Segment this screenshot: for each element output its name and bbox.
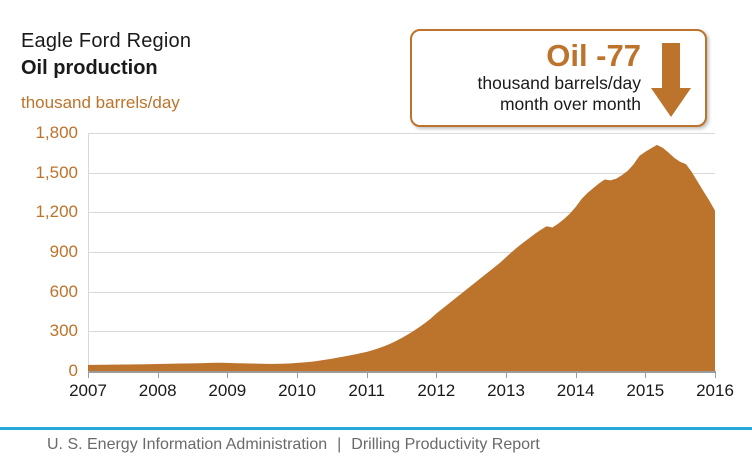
footer-report: Drilling Productivity Report [351, 436, 540, 453]
x-tick-2013 [506, 373, 507, 378]
area-series [88, 144, 715, 371]
gridline-300 [88, 331, 715, 333]
footer-org: U. S. Energy Information Administration [47, 436, 328, 453]
gridline-900 [88, 252, 715, 253]
x-tick-2009 [227, 373, 229, 378]
x-tick-2008 [157, 373, 159, 378]
x-tick-label-2016: 2016 [696, 381, 734, 400]
x-tick-2011 [366, 373, 368, 378]
callout-text-block: Oil -77 thousand barrels/day month over … [421, 39, 641, 115]
x-tick-2012 [436, 373, 438, 378]
x-tick-2010 [297, 373, 298, 378]
x-tick-2014 [575, 373, 577, 378]
gridline-1500 [88, 172, 715, 174]
x-axis-line [88, 371, 716, 373]
y-axis-line [88, 133, 89, 372]
x-tick-label-2013: 2013 [487, 381, 525, 400]
footer-separator: | [337, 436, 342, 453]
x-tick-2015 [645, 373, 647, 378]
x-tick-label-2007: 2007 [69, 381, 107, 400]
x-tick-2016 [715, 373, 716, 378]
gridline-600 [88, 291, 715, 293]
x-tick-label-2010: 2010 [278, 381, 316, 400]
y-tick-label-600: 600 [49, 281, 78, 301]
footer-divider-line [0, 427, 752, 430]
chart-units-label: thousand barrels/day [21, 93, 180, 112]
down-arrow-icon [651, 43, 691, 117]
y-tick-label-1,800: 1,800 [35, 123, 78, 142]
month-over-month-callout: Oil -77 thousand barrels/day month over … [410, 29, 707, 127]
x-tick-label-2015: 2015 [626, 381, 665, 400]
x-tick-label-2008: 2008 [138, 381, 177, 400]
x-tick-label-2014: 2014 [556, 381, 595, 400]
callout-headline: Oil -77 [546, 38, 641, 73]
y-tick-label-300: 300 [49, 321, 78, 341]
y-tick-label-1,500: 1,500 [35, 162, 78, 182]
y-tick-label-0: 0 [68, 361, 78, 380]
x-tick-label-2009: 2009 [208, 381, 247, 400]
x-tick-2007 [88, 373, 89, 378]
callout-period-line: month over month [499, 94, 641, 114]
x-tick-label-2011: 2011 [348, 381, 385, 400]
callout-units-line: thousand barrels/day [477, 73, 641, 93]
y-tick-label-900: 900 [49, 242, 78, 261]
gridline-1200 [88, 212, 715, 214]
x-tick-label-2012: 2012 [417, 381, 456, 400]
y-tick-label-1,200: 1,200 [35, 202, 78, 222]
chart-metric-title: Oil production [21, 57, 158, 79]
gridline-1800 [88, 133, 715, 134]
footer-attribution: U. S. Energy Information Administration |… [47, 436, 540, 454]
chart-region-title: Eagle Ford Region [21, 30, 192, 52]
